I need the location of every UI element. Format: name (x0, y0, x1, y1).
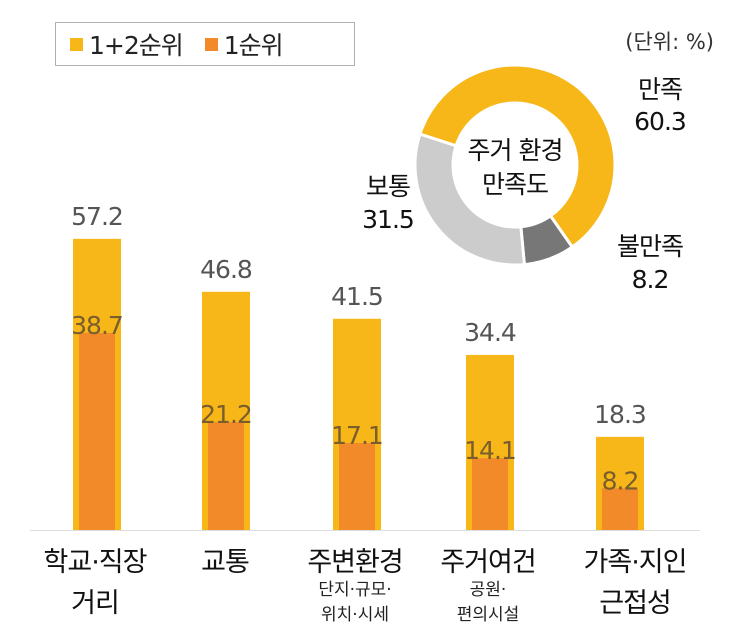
category-label-4: 주거여건 (440, 547, 536, 578)
bar-first-1 (79, 333, 115, 530)
legend-item-first: 1순위 (204, 26, 284, 62)
category-sublabel-3b: 위치·시세 (321, 605, 389, 625)
bar-first-value-2: 21.2 (200, 400, 252, 429)
legend-item-total: 1+2순위 (70, 26, 184, 62)
legend: 1+2순위 1순위 (55, 22, 355, 66)
bar-total-value-4: 34.4 (464, 318, 516, 347)
donut-title-line-2: 만족도 (482, 170, 548, 199)
category-sublabel-4b: 편의시설 (456, 605, 520, 625)
bar-first-value-4: 14.1 (464, 436, 516, 465)
bar-first-2 (208, 422, 244, 530)
category-label-1: 학교·직장 (43, 547, 148, 578)
donut-value-neutral: 31.5 (362, 205, 414, 234)
category-label-3: 주변환경 (307, 547, 403, 578)
donut-slice-satisfied (418, 63, 617, 250)
donut-value-dissatisfied: 8.2 (632, 265, 669, 294)
category-sublabel-1: 거리 (71, 588, 120, 619)
bar-total-value-5: 18.3 (594, 400, 646, 429)
category-sublabel-4: 공원· (469, 580, 507, 600)
category-label-2: 교통 (201, 547, 250, 578)
donut-value-satisfied: 60.3 (634, 107, 686, 136)
category-sublabel-5: 근접성 (599, 588, 672, 619)
donut-slice-neutral (413, 132, 527, 267)
bar-first-4 (472, 458, 508, 530)
bar-first-value-1: 38.7 (71, 311, 123, 340)
donut-label-satisfied: 만족 (638, 75, 682, 104)
bar-first-5 (602, 488, 638, 530)
bar-first-3 (339, 442, 375, 530)
category-label-5: 가족·지인 (583, 547, 688, 578)
bar-total-value-1: 57.2 (71, 202, 123, 231)
legend-swatch-first (204, 37, 218, 51)
bar-first-value-5: 8.2 (602, 466, 639, 495)
category-sublabel-3: 단지·규모· (318, 580, 392, 600)
unit-label: (단위: %) (625, 30, 714, 54)
bar-first-value-3: 17.1 (331, 421, 383, 450)
donut-title-line-1: 주거 환경 (468, 136, 563, 165)
legend-label-total: 1+2순위 (89, 31, 184, 60)
donut-label-dissatisfied: 불만족 (617, 232, 683, 261)
bar-total-value-2: 46.8 (200, 255, 252, 284)
legend-label-first: 1순위 (223, 31, 284, 60)
legend-swatch-total (70, 37, 83, 51)
bar-total-value-3: 41.5 (331, 282, 383, 311)
donut-label-neutral: 보통 (366, 172, 410, 201)
